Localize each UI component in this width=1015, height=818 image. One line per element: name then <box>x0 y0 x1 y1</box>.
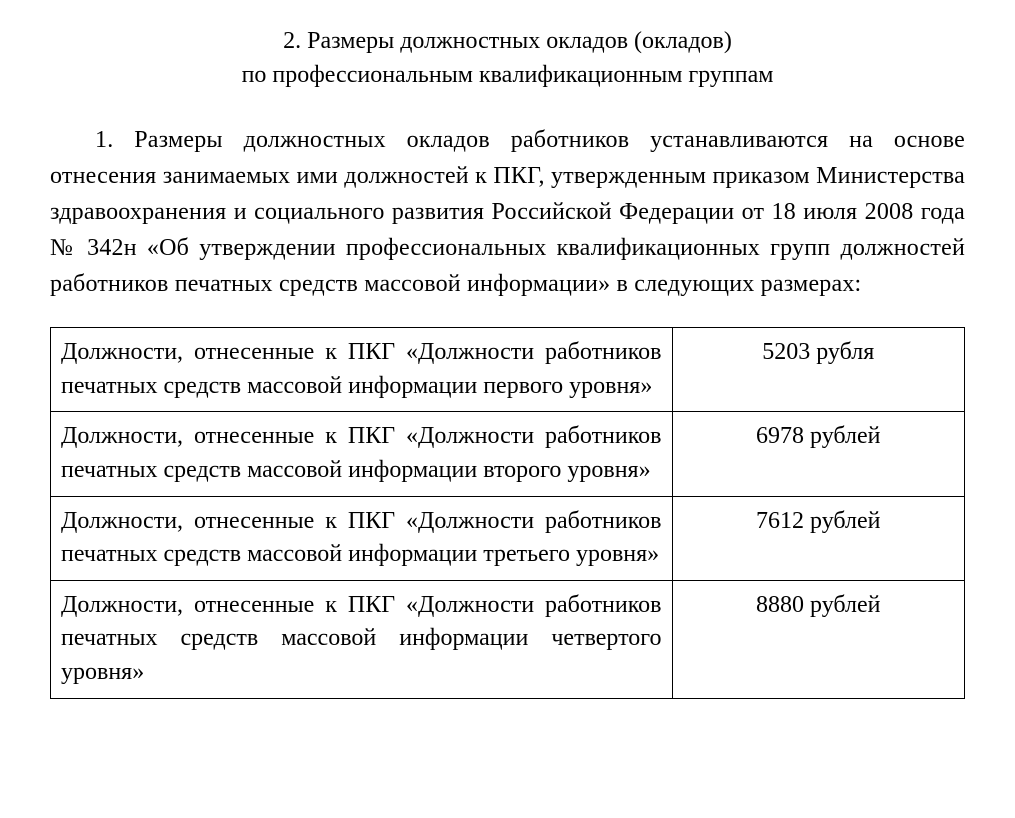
heading-line-1: 2. Размеры должностных окладов (окладов) <box>283 28 732 54</box>
salary-amount: 6978 рублей <box>672 412 964 496</box>
position-description: Должности, отнесенные к ПКГ «Должности р… <box>51 328 673 412</box>
salary-amount: 5203 рубля <box>672 328 964 412</box>
table-row: Должности, отнесенные к ПКГ «Должности р… <box>51 412 965 496</box>
table-row: Должности, отнесенные к ПКГ «Должности р… <box>51 328 965 412</box>
table-row: Должности, отнесенные к ПКГ «Должности р… <box>51 496 965 580</box>
section-heading: 2. Размеры должностных окладов (окладов)… <box>50 25 965 92</box>
table-row: Должности, отнесенные к ПКГ «Должности р… <box>51 580 965 698</box>
position-description: Должности, отнесенные к ПКГ «Должности р… <box>51 412 673 496</box>
intro-paragraph: 1. Размеры должностных окладов работнико… <box>50 122 965 302</box>
position-description: Должности, отнесенные к ПКГ «Должности р… <box>51 580 673 698</box>
salary-table: Должности, отнесенные к ПКГ «Должности р… <box>50 327 965 698</box>
salary-amount: 7612 рублей <box>672 496 964 580</box>
position-description: Должности, отнесенные к ПКГ «Должности р… <box>51 496 673 580</box>
salary-table-body: Должности, отнесенные к ПКГ «Должности р… <box>51 328 965 698</box>
heading-line-2: по профессиональным квалификационным гру… <box>242 62 774 88</box>
salary-amount: 8880 рублей <box>672 580 964 698</box>
